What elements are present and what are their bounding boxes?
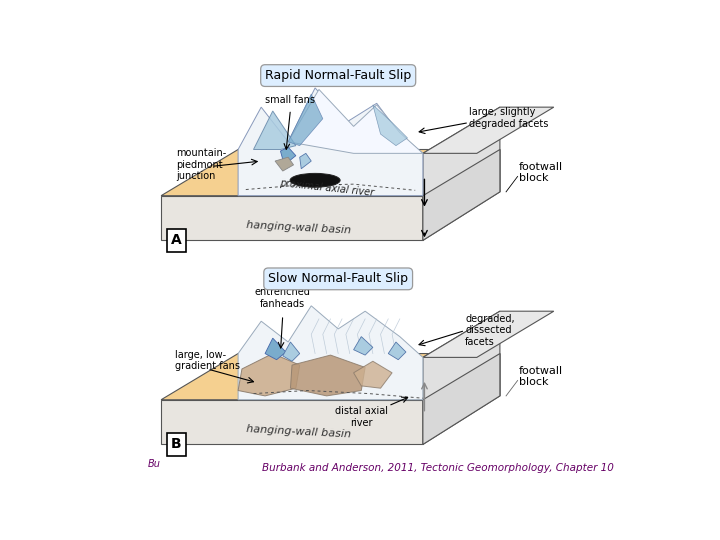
Polygon shape bbox=[423, 107, 500, 195]
Text: Burbank and Anderson, 2011, Tectonic Geomorphology, Chapter 10: Burbank and Anderson, 2011, Tectonic Geo… bbox=[262, 463, 614, 473]
Text: footwall
block: footwall block bbox=[519, 162, 563, 184]
Polygon shape bbox=[423, 150, 500, 240]
Text: degraded,
dissected
facets: degraded, dissected facets bbox=[465, 314, 515, 347]
Ellipse shape bbox=[290, 173, 340, 187]
Polygon shape bbox=[354, 336, 373, 355]
Polygon shape bbox=[423, 354, 500, 444]
Text: large, slightly
degraded facets: large, slightly degraded facets bbox=[469, 107, 549, 129]
Text: hanging-wall basin: hanging-wall basin bbox=[246, 424, 351, 440]
Polygon shape bbox=[238, 306, 423, 400]
Text: Rapid Normal-Fault Slip: Rapid Normal-Fault Slip bbox=[265, 69, 411, 82]
Polygon shape bbox=[290, 355, 365, 396]
Polygon shape bbox=[238, 354, 300, 396]
Polygon shape bbox=[161, 400, 423, 444]
Polygon shape bbox=[423, 150, 500, 240]
Polygon shape bbox=[161, 354, 500, 400]
Text: footwall
block: footwall block bbox=[519, 366, 563, 388]
Polygon shape bbox=[423, 311, 554, 357]
Text: mountain-
piedmont
junction: mountain- piedmont junction bbox=[176, 148, 227, 181]
Text: distal axial
river: distal axial river bbox=[335, 406, 388, 428]
Polygon shape bbox=[288, 94, 323, 146]
Text: A: A bbox=[171, 233, 182, 247]
Polygon shape bbox=[161, 150, 500, 195]
Text: large, low-
gradient fans: large, low- gradient fans bbox=[175, 350, 240, 372]
Polygon shape bbox=[288, 90, 423, 153]
Polygon shape bbox=[253, 111, 296, 150]
Polygon shape bbox=[373, 105, 408, 146]
Text: hanging-wall basin: hanging-wall basin bbox=[246, 220, 351, 236]
Polygon shape bbox=[423, 354, 500, 444]
Text: small fans: small fans bbox=[266, 95, 315, 105]
Text: proximal axial river: proximal axial river bbox=[279, 178, 374, 198]
Polygon shape bbox=[354, 361, 392, 388]
Polygon shape bbox=[238, 88, 423, 195]
Polygon shape bbox=[265, 338, 286, 360]
Text: Slow Normal-Fault Slip: Slow Normal-Fault Slip bbox=[268, 272, 408, 285]
Polygon shape bbox=[388, 342, 406, 360]
Polygon shape bbox=[423, 311, 500, 400]
Text: Bu: Bu bbox=[148, 459, 160, 469]
Polygon shape bbox=[281, 147, 296, 165]
Polygon shape bbox=[161, 195, 423, 240]
Text: entrenched
fanheads: entrenched fanheads bbox=[255, 287, 311, 309]
Polygon shape bbox=[423, 107, 554, 153]
Polygon shape bbox=[275, 157, 294, 171]
Polygon shape bbox=[300, 153, 311, 168]
Polygon shape bbox=[283, 342, 300, 361]
Text: B: B bbox=[171, 437, 182, 451]
